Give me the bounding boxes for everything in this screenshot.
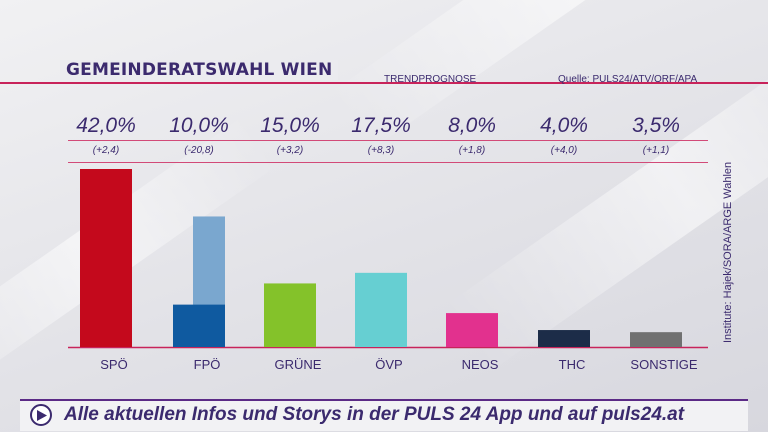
diff-label-neos: (+1,8) — [458, 145, 486, 156]
value-label-gruene: 15,0% — [260, 114, 320, 137]
value-label-thc: 4,0% — [540, 114, 588, 137]
title-rule — [0, 82, 768, 84]
bar-spö — [80, 169, 132, 347]
values-rule-bottom — [68, 162, 708, 163]
diff-label-fpoe: (-20,8) — [184, 145, 214, 156]
value-label-spoe: 42,0% — [76, 114, 136, 137]
category-label-thc: THC — [559, 357, 586, 372]
bar-chart: SPÖ FPÖ GRÜNE ÖVP NEOS THC SONSTIGE — [68, 169, 708, 372]
value-label-sonstige: 3,5% — [632, 114, 680, 137]
bar-thc — [538, 330, 590, 347]
news-ticker[interactable]: Alle aktuellen Infos und Storys in der P… — [20, 399, 748, 431]
category-label-övp: ÖVP — [375, 357, 402, 372]
category-label-sonstige: SONSTIGE — [630, 357, 698, 372]
category-label-neos: NEOS — [462, 357, 499, 372]
bar-sonstige — [630, 332, 682, 347]
diff-label-thc: (+4,0) — [550, 145, 578, 156]
trend-label: TRENDPROGNOSE — [384, 74, 477, 85]
bar-neos — [446, 313, 498, 347]
diff-label-oevp: (+8,3) — [367, 145, 395, 156]
diff-label-spoe: (+2,4) — [92, 145, 120, 156]
chart-title: GEMEINDERATSWAHL WIEN — [60, 60, 339, 80]
category-label-spö: SPÖ — [100, 357, 127, 372]
play-icon[interactable] — [30, 404, 52, 426]
category-label-fpö: FPÖ — [194, 357, 221, 372]
diff-label-sonstige: (+1,1) — [642, 145, 670, 156]
value-label-fpoe: 10,0% — [169, 114, 229, 137]
bar-grüne — [264, 283, 316, 347]
values-rule-top — [68, 140, 708, 141]
value-label-neos: 8,0% — [448, 114, 496, 137]
source-label: Quelle: PULS24/ATV/ORF/APA — [558, 74, 698, 85]
bar-fpö — [173, 304, 225, 347]
value-label-oevp: 17,5% — [351, 114, 411, 137]
category-label-grüne: GRÜNE — [275, 357, 322, 372]
title-bar: GEMEINDERATSWAHL WIEN — [0, 56, 768, 96]
ticker-text: Alle aktuellen Infos und Storys in der P… — [64, 404, 685, 425]
institute-note: Institute: Hajek/SORA/ARGE Wahlen — [722, 161, 734, 343]
bar-övp — [355, 272, 407, 347]
diff-label-gruene: (+3,2) — [276, 145, 304, 156]
